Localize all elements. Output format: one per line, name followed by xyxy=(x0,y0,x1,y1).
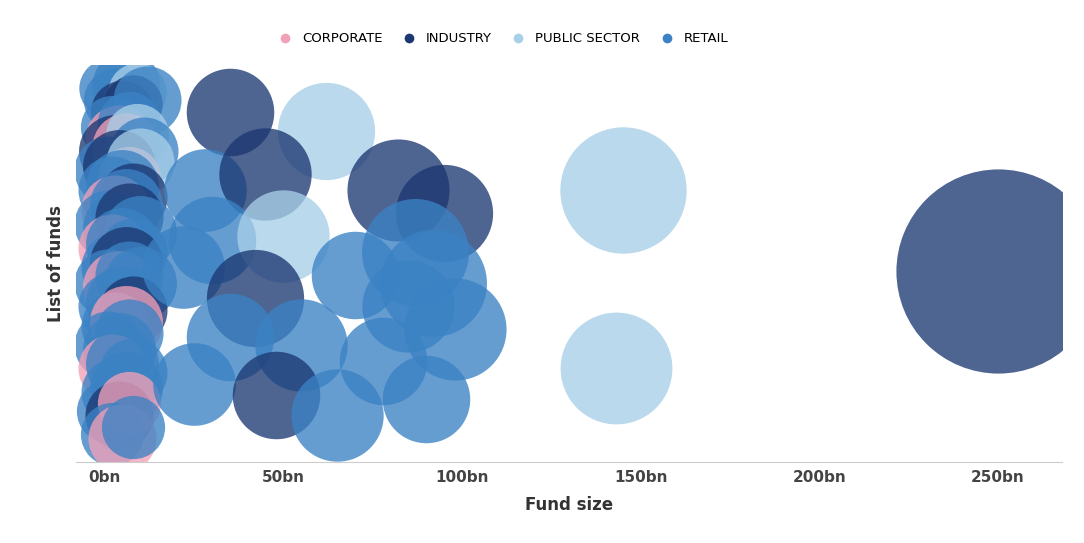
Point xyxy=(136,146,153,155)
Point xyxy=(120,119,138,128)
Point xyxy=(100,407,117,415)
Legend: CORPORATE, INDUSTRY, PUBLIC SECTOR, RETAIL: CORPORATE, INDUSTRY, PUBLIC SECTOR, RETA… xyxy=(272,32,728,45)
Point xyxy=(114,434,131,443)
Point xyxy=(268,391,285,400)
Point xyxy=(274,232,292,241)
X-axis label: Fund size: Fund size xyxy=(525,496,614,514)
Y-axis label: List of funds: List of funds xyxy=(47,205,65,322)
Point xyxy=(131,158,149,167)
Point xyxy=(111,411,128,419)
Point xyxy=(114,239,131,248)
Point xyxy=(607,364,624,372)
Point xyxy=(117,259,134,268)
Point xyxy=(125,193,142,201)
Point xyxy=(425,279,442,287)
Point xyxy=(346,270,363,279)
Point xyxy=(221,333,238,342)
Point xyxy=(100,340,117,349)
Point xyxy=(125,422,142,431)
Point xyxy=(114,108,131,116)
Point xyxy=(100,166,117,174)
Point xyxy=(103,364,120,372)
Point xyxy=(318,127,335,136)
Point xyxy=(389,185,406,194)
Point xyxy=(125,368,142,376)
Point xyxy=(185,380,203,388)
Point xyxy=(103,243,120,252)
Point xyxy=(257,169,274,178)
Point xyxy=(400,302,417,311)
Point xyxy=(406,248,424,256)
Point xyxy=(120,212,138,221)
Point xyxy=(100,220,117,229)
Point xyxy=(103,302,120,311)
Point xyxy=(106,205,124,213)
Point xyxy=(446,325,463,334)
Point xyxy=(111,344,128,353)
Point xyxy=(117,80,134,89)
Point xyxy=(221,108,238,116)
Point xyxy=(125,100,142,109)
Point xyxy=(106,321,124,330)
Point xyxy=(246,294,263,302)
Point xyxy=(111,224,128,233)
Point xyxy=(131,279,149,287)
Point xyxy=(436,209,453,217)
Point xyxy=(114,360,131,369)
Point xyxy=(293,340,310,349)
Point xyxy=(106,96,124,104)
Point xyxy=(120,399,138,408)
Point xyxy=(614,185,631,194)
Point xyxy=(114,298,131,307)
Point xyxy=(100,84,117,93)
Point xyxy=(175,263,192,272)
Point xyxy=(120,270,138,279)
Point xyxy=(328,411,346,419)
Point xyxy=(120,329,138,338)
Point xyxy=(117,383,134,392)
Point xyxy=(139,96,156,104)
Point xyxy=(125,306,142,314)
Point xyxy=(111,135,128,143)
Point xyxy=(111,282,128,291)
Point xyxy=(196,185,214,194)
Point xyxy=(117,201,134,210)
Point xyxy=(203,236,220,244)
Point xyxy=(114,181,131,190)
Point xyxy=(103,185,120,194)
Point xyxy=(103,430,120,439)
Point xyxy=(131,228,149,237)
Point xyxy=(106,146,124,155)
Point xyxy=(106,263,124,272)
Point xyxy=(106,387,124,396)
Point xyxy=(120,174,138,182)
Point xyxy=(117,317,134,326)
Point xyxy=(128,88,145,97)
Point xyxy=(103,123,120,132)
Point xyxy=(375,356,392,365)
Point xyxy=(111,162,128,171)
Point xyxy=(990,267,1007,275)
Point xyxy=(100,279,117,287)
Point xyxy=(125,248,142,256)
Point xyxy=(417,395,435,403)
Point xyxy=(128,131,145,140)
Point xyxy=(117,142,134,151)
